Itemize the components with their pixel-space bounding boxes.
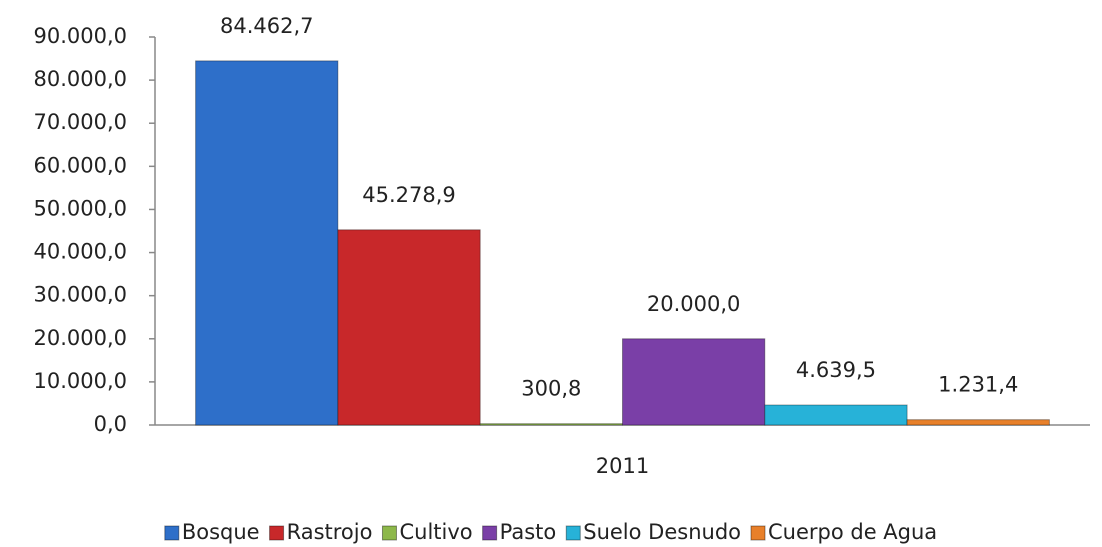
legend-label: Cultivo <box>399 520 472 544</box>
y-tick-label: 70.000,0 <box>33 110 127 134</box>
y-tick-label: 30.000,0 <box>33 283 127 307</box>
y-tick-label: 10.000,0 <box>33 369 127 393</box>
legend-label: Rastrojo <box>287 520 373 544</box>
legend-label: Cuerpo de Agua <box>768 520 937 544</box>
y-tick-label: 50.000,0 <box>33 196 127 220</box>
legend-swatch <box>269 525 285 541</box>
legend-label: Bosque <box>182 520 260 544</box>
value-label: 300,8 <box>521 377 581 401</box>
legend-swatch <box>565 525 581 541</box>
y-tick-label: 40.000,0 <box>33 240 127 264</box>
value-label: 45.278,9 <box>362 183 456 207</box>
y-tick-label: 20.000,0 <box>33 326 127 350</box>
value-label: 84.462,7 <box>220 14 314 38</box>
legend-swatch <box>482 525 498 541</box>
legend-swatch <box>750 525 766 541</box>
y-tick-label: 90.000,0 <box>33 24 127 48</box>
value-label: 4.639,5 <box>796 358 876 382</box>
bar <box>764 404 908 426</box>
bar <box>906 419 1050 426</box>
legend: Bosque Rastrojo Cultivo Pasto Suelo Desnudo C… <box>164 520 937 544</box>
y-tick-label: 60.000,0 <box>33 153 127 177</box>
y-tick-label: 0,0 <box>94 412 127 436</box>
legend-label: Suelo Desnudo <box>583 520 741 544</box>
value-label: 1.231,4 <box>938 373 1018 397</box>
y-tick-label: 80.000,0 <box>33 67 127 91</box>
legend-swatch <box>381 525 397 541</box>
legend-label: Pasto <box>500 520 557 544</box>
x-tick-label: 2011 <box>596 454 649 478</box>
bar <box>622 338 766 426</box>
value-label: 20.000,0 <box>647 292 741 316</box>
legend-swatch <box>164 525 180 541</box>
bar <box>195 60 339 426</box>
bar <box>479 423 624 426</box>
bar <box>337 229 481 426</box>
